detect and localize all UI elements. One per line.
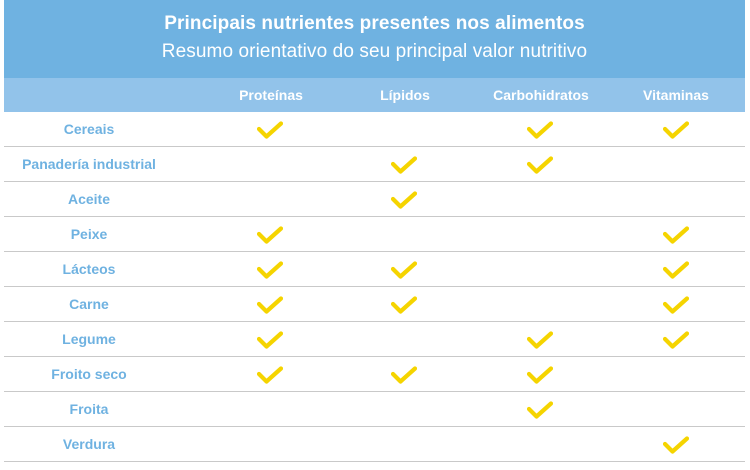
table-row: Froito seco bbox=[4, 357, 745, 392]
checkmark-icon bbox=[257, 260, 283, 279]
table-row: Lácteos bbox=[4, 252, 745, 287]
checkmark-icon bbox=[391, 365, 417, 384]
row-label: Carne bbox=[69, 296, 109, 312]
row-label: Lácteos bbox=[62, 261, 116, 277]
check-cell bbox=[656, 427, 696, 462]
table-row: Aceite bbox=[4, 182, 745, 217]
checkmark-icon bbox=[257, 120, 283, 139]
checkmark-icon bbox=[391, 260, 417, 279]
check-cell bbox=[384, 252, 424, 287]
checkmark-icon bbox=[257, 225, 283, 244]
check-cell bbox=[384, 182, 424, 217]
column-header-vitaminas: Vitaminas bbox=[643, 87, 709, 103]
checkmark-icon bbox=[257, 365, 283, 384]
checkmark-icon bbox=[391, 295, 417, 314]
table-row: Legume bbox=[4, 322, 745, 357]
check-cell bbox=[656, 322, 696, 357]
column-header-row: Proteínas Lípidos Carbohidratos Vitamina… bbox=[4, 78, 745, 112]
check-cell bbox=[520, 147, 560, 182]
row-label: Legume bbox=[62, 331, 116, 347]
table-body: Cereais Panadería industrial Aceite Peixe Lá… bbox=[4, 112, 745, 462]
table-title: Principais nutrientes presentes nos alim… bbox=[164, 13, 585, 34]
check-cell bbox=[656, 217, 696, 252]
checkmark-icon bbox=[527, 330, 553, 349]
check-cell bbox=[250, 252, 290, 287]
title-band: Principais nutrientes presentes nos alim… bbox=[4, 0, 745, 78]
row-label: Aceite bbox=[67, 191, 111, 207]
check-cell bbox=[250, 112, 290, 147]
row-label: Froita bbox=[69, 401, 109, 417]
table-row: Froita bbox=[4, 392, 745, 427]
row-label: Verdura bbox=[62, 436, 116, 452]
checkmark-icon bbox=[663, 225, 689, 244]
check-cell bbox=[656, 287, 696, 322]
checkmark-icon bbox=[663, 330, 689, 349]
check-cell bbox=[520, 112, 560, 147]
table-row: Peixe bbox=[4, 217, 745, 252]
check-cell bbox=[250, 217, 290, 252]
check-cell bbox=[384, 357, 424, 392]
column-header-carbohidratos: Carbohidratos bbox=[493, 87, 589, 103]
checkmark-icon bbox=[527, 155, 553, 174]
checkmark-icon bbox=[663, 260, 689, 279]
check-cell bbox=[250, 357, 290, 392]
checkmark-icon bbox=[257, 330, 283, 349]
checkmark-icon bbox=[257, 295, 283, 314]
table-row: Panadería industrial bbox=[4, 147, 745, 182]
checkmark-icon bbox=[527, 365, 553, 384]
table-row: Verdura bbox=[4, 427, 745, 462]
row-label: Peixe bbox=[70, 226, 108, 242]
table-subtitle: Resumo orientativo do seu principal valo… bbox=[161, 41, 588, 62]
checkmark-icon bbox=[527, 120, 553, 139]
check-cell bbox=[520, 322, 560, 357]
column-header-lipidos: Lípidos bbox=[380, 87, 430, 103]
check-cell bbox=[520, 392, 560, 427]
check-cell bbox=[250, 287, 290, 322]
row-label: Panadería industrial bbox=[22, 156, 156, 172]
check-cell bbox=[384, 147, 424, 182]
row-label: Cereais bbox=[63, 121, 115, 137]
check-cell bbox=[520, 357, 560, 392]
checkmark-icon bbox=[391, 190, 417, 209]
checkmark-icon bbox=[527, 400, 553, 419]
checkmark-icon bbox=[391, 155, 417, 174]
checkmark-icon bbox=[663, 295, 689, 314]
check-cell bbox=[656, 112, 696, 147]
table-row: Carne bbox=[4, 287, 745, 322]
checkmark-icon bbox=[663, 435, 689, 454]
column-header-proteinas: Proteínas bbox=[239, 87, 303, 103]
check-cell bbox=[384, 287, 424, 322]
checkmark-icon bbox=[663, 120, 689, 139]
check-cell bbox=[656, 252, 696, 287]
row-label: Froito seco bbox=[51, 366, 127, 382]
check-cell bbox=[250, 322, 290, 357]
table-row: Cereais bbox=[4, 112, 745, 147]
